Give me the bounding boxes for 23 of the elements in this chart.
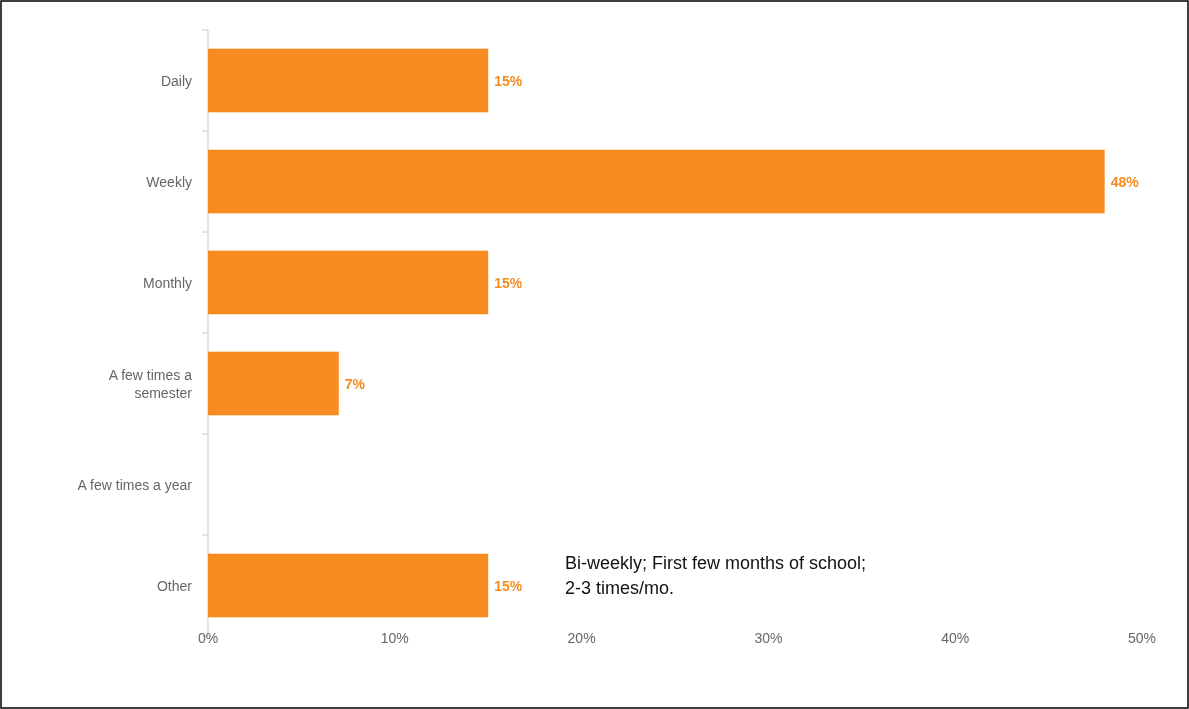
data-label: 15% [494,577,523,594]
annotation: Bi-weekly; First few months of school; 2-3 times/mo. [565,553,867,598]
y-tick-label: Monthly [142,274,192,291]
bar [208,149,1105,214]
x-tick-label: 10% [380,630,409,646]
x-tick-label: 50% [1127,630,1157,646]
bar [208,351,339,416]
x-tick-label: 0% [197,630,219,646]
y-tick-label: Daily [160,72,192,89]
data-label: 15% [494,72,523,89]
data-label: 7% [344,375,366,392]
x-tick-label: 30% [754,630,783,646]
bar [208,553,489,618]
bar [208,48,489,113]
data-label: 15% [494,274,523,291]
y-tick-label: A few times a year [77,476,193,493]
x-tick-label: 40% [941,630,970,646]
data-label: 48% [1110,173,1140,190]
y-tick-label: Weekly [146,173,192,190]
bar [208,250,489,315]
y-tick-label: Other [156,577,193,594]
y-tick-label: A few times a semester [108,366,193,401]
x-tick-label: 20% [567,630,596,646]
